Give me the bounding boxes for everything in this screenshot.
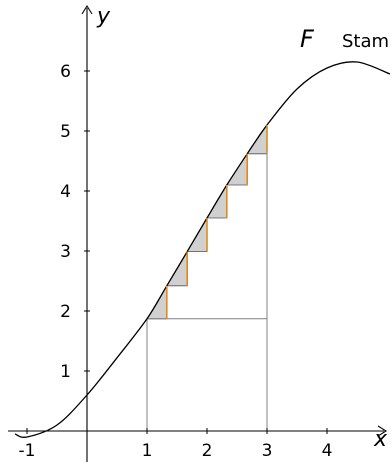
y-tick-label: 1: [60, 362, 71, 382]
x-axis-label: x: [373, 427, 388, 452]
labels: y x F Stam -1 1 2 3 4 1 2 3 4 5 6: [19, 4, 390, 461]
x-tick-label: 2: [202, 441, 213, 461]
x-tick-label: 4: [322, 441, 333, 461]
y-axis-arrow: [81, 4, 93, 15]
y-tick-label: 2: [60, 302, 71, 322]
y-axis-label: y: [96, 4, 111, 29]
y-tick-label: 5: [60, 122, 71, 142]
step-rises: [166, 125, 268, 319]
y-tick-label: 4: [60, 182, 71, 202]
axes: [8, 4, 388, 462]
y-tick-label: 6: [60, 62, 71, 82]
curve-F: [14, 61, 391, 438]
x-tick-label: 3: [262, 441, 273, 461]
interval-guides: [146, 125, 268, 431]
x-axis-arrow: [377, 425, 388, 437]
y-tick-label: 3: [60, 242, 71, 262]
x-tick-label: 1: [142, 441, 153, 461]
curve-layer: [14, 61, 391, 438]
curve-sublabel: Stam: [342, 31, 389, 52]
x-tick-label: -1: [19, 441, 36, 461]
curve-label: F: [300, 25, 315, 53]
